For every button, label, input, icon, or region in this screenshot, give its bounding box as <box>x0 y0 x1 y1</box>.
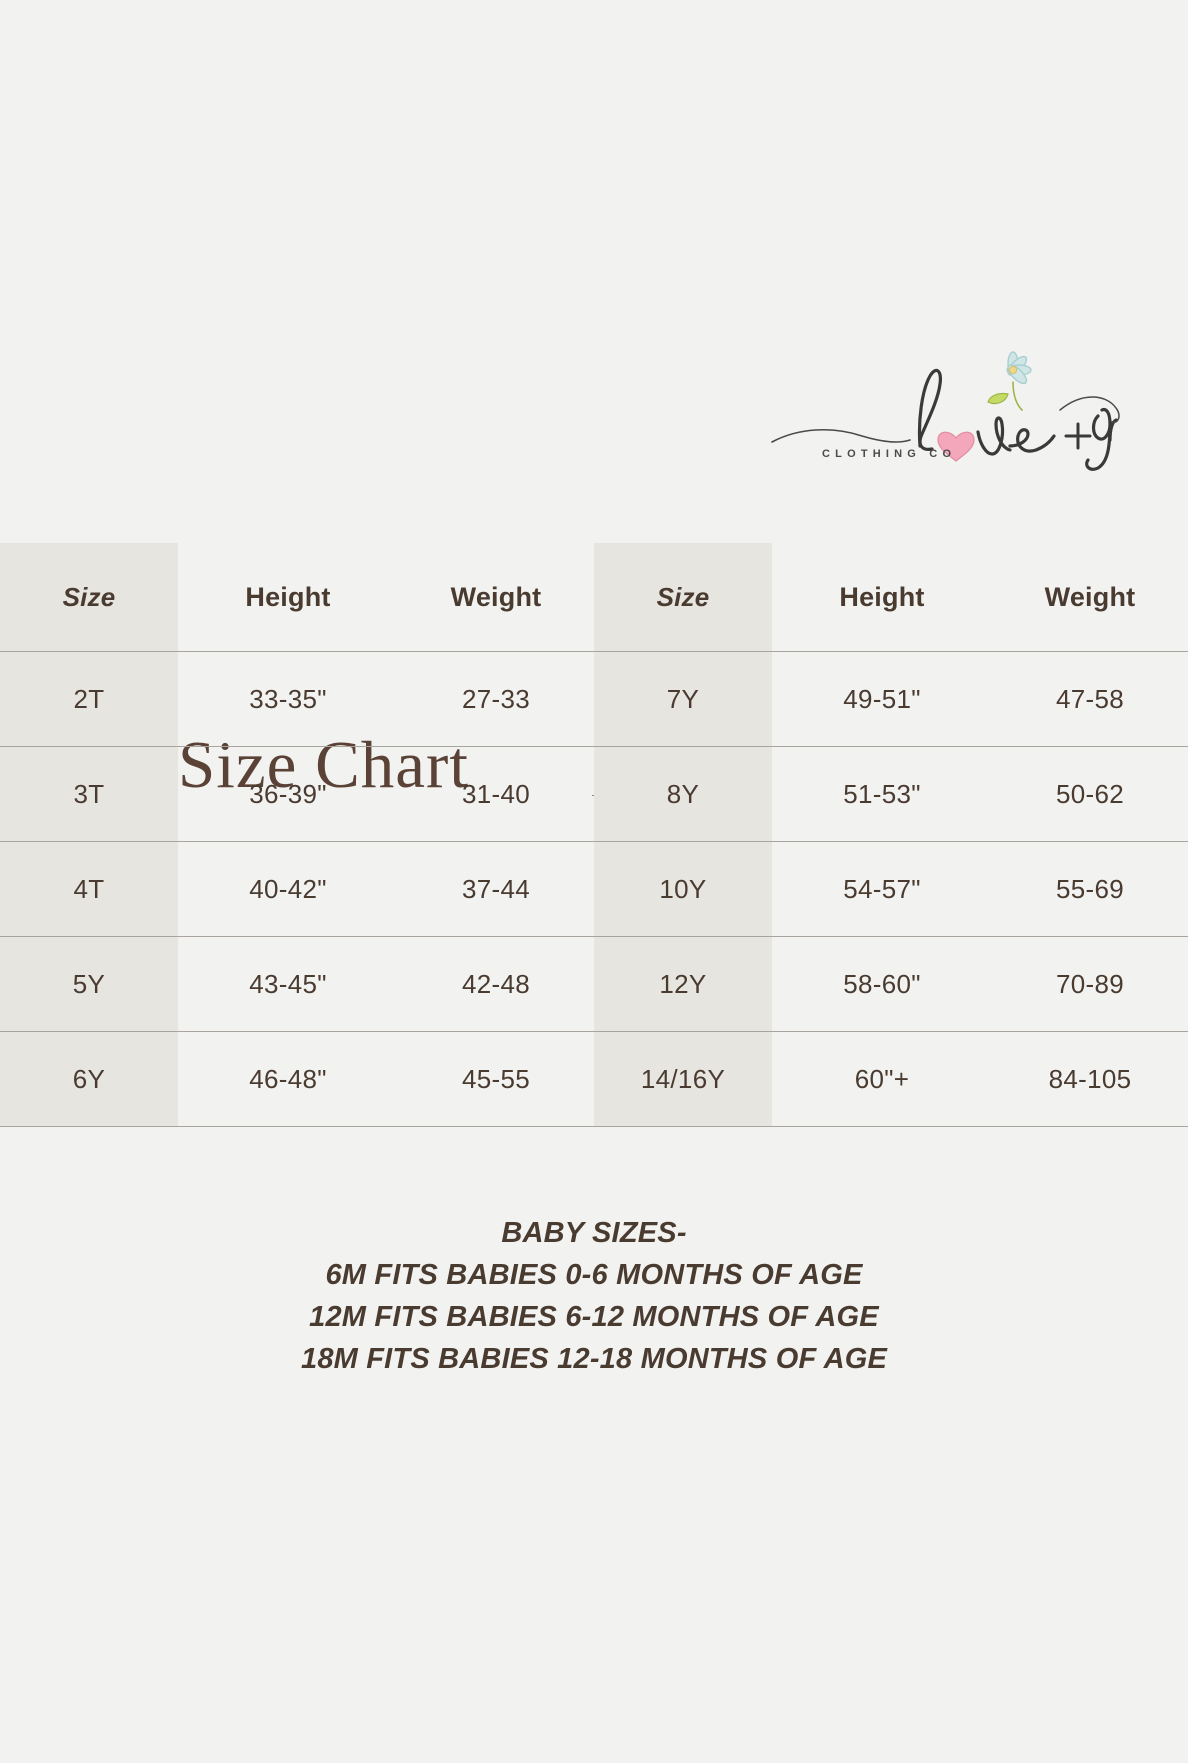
flower-icon <box>987 351 1032 411</box>
logo-letter-g <box>1085 407 1112 471</box>
flower-stem <box>1012 381 1023 411</box>
table-row: 6Y 46-48" 45-55 <box>0 1031 594 1127</box>
cell-size: 4T <box>0 841 178 937</box>
cell-size: 5Y <box>0 936 178 1032</box>
table-header: Size Height Weight <box>0 543 594 652</box>
cell-size: 12Y <box>594 936 772 1032</box>
table-row: 10Y 54-57" 55-69 <box>594 841 1188 937</box>
table-row: 4T 40-42" 37-44 <box>0 841 594 937</box>
table-row: 14/16Y 60"+ 84-105 <box>594 1031 1188 1127</box>
cell-size: 6Y <box>0 1031 178 1127</box>
table-row: 5Y 43-45" 42-48 <box>0 936 594 1032</box>
heart-icon <box>937 431 975 462</box>
logo-letter-r <box>1108 418 1118 442</box>
table-body: 2T 33-35" 27-33 3T 36-39" 31-40 4T 40-42… <box>0 651 594 1127</box>
logo-swash-right <box>1059 396 1120 424</box>
cell-size: 10Y <box>594 841 772 937</box>
cell-height: 60"+ <box>854 1063 910 1094</box>
column-header-weight: Weight <box>450 581 542 612</box>
plus-icon <box>1064 422 1092 450</box>
logo-letter-e <box>1008 428 1056 453</box>
column-header-size: Size <box>594 543 772 652</box>
cell-weight: 37-44 <box>462 873 530 904</box>
cell-size: 2T <box>0 651 178 747</box>
table-row: 12Y 58-60" 70-89 <box>594 936 1188 1032</box>
logo-letter-l <box>917 368 942 451</box>
cell-weight: 47-58 <box>1056 683 1124 714</box>
cell-size: 7Y <box>594 651 772 747</box>
cell-weight: 42-48 <box>462 968 530 999</box>
column-header-height: Height <box>245 581 331 612</box>
cell-weight: 84-105 <box>1048 1063 1132 1094</box>
baby-sizes-note: BABY SIZES- 6M FITS BABIES 0-6 MONTHS OF… <box>0 1212 1188 1380</box>
logo-artwork <box>771 351 1120 471</box>
note-line: 18M FITS BABIES 12-18 MONTHS OF AGE <box>300 1343 888 1375</box>
header: Size Chart <box>0 352 1188 799</box>
brand-logo: CLOTHING CO <box>770 350 1120 475</box>
cell-weight: 27-33 <box>462 683 530 714</box>
cell-height: 46-48" <box>249 1063 327 1094</box>
table-row: 8Y 51-53" 50-62 <box>594 746 1188 842</box>
table-row: 7Y 49-51" 47-58 <box>594 651 1188 747</box>
cell-weight: 70-89 <box>1056 968 1124 999</box>
logo-letter-v <box>976 416 1012 456</box>
cell-height: 40-42" <box>249 873 327 904</box>
column-header-size: Size <box>0 543 178 652</box>
logo-swash-left <box>771 428 911 443</box>
cell-height: 51-53" <box>843 778 921 809</box>
logo-tagline: CLOTHING CO <box>822 448 957 460</box>
note-line: BABY SIZES- <box>501 1217 687 1249</box>
column-header-height: Height <box>839 581 925 612</box>
column-header-weight: Weight <box>1044 581 1136 612</box>
table-row: 3T 36-39" 31-40 <box>0 746 594 842</box>
table-header-row: Size Height Weight <box>594 543 1188 652</box>
cell-height: 54-57" <box>843 873 921 904</box>
cell-height: 58-60" <box>843 968 921 999</box>
cell-weight: 45-55 <box>462 1063 530 1094</box>
note-line: 12M FITS BABIES 6-12 MONTHS OF AGE <box>309 1301 879 1333</box>
leaf-icon <box>987 392 1009 405</box>
cell-weight: 50-62 <box>1056 778 1124 809</box>
size-tables: Size Height Weight 2T 33-35" 27-33 3T 36… <box>0 543 1188 1127</box>
table-row: 2T 33-35" 27-33 <box>0 651 594 747</box>
cell-size: 3T <box>0 746 178 842</box>
cell-height: 36-39" <box>249 778 327 809</box>
cell-weight: 55-69 <box>1056 873 1124 904</box>
cell-size: 8Y <box>594 746 772 842</box>
cell-size: 14/16Y <box>594 1031 772 1127</box>
table-header: Size Height Weight <box>594 543 1188 652</box>
table-body: 7Y 49-51" 47-58 8Y 51-53" 50-62 10Y 54-5… <box>594 651 1188 1127</box>
cell-weight: 31-40 <box>462 778 530 809</box>
cell-height: 43-45" <box>249 968 327 999</box>
size-table-toddler-kids: Size Height Weight 2T 33-35" 27-33 3T 36… <box>0 543 594 1127</box>
size-table-youth: Size Height Weight 7Y 49-51" 47-58 8Y 51… <box>594 543 1188 1127</box>
note-line: 6M FITS BABIES 0-6 MONTHS OF AGE <box>325 1259 863 1291</box>
page-title: Size Chart <box>178 728 469 802</box>
cell-height: 33-35" <box>249 683 327 714</box>
cell-height: 49-51" <box>843 683 921 714</box>
table-header-row: Size Height Weight <box>0 543 594 652</box>
